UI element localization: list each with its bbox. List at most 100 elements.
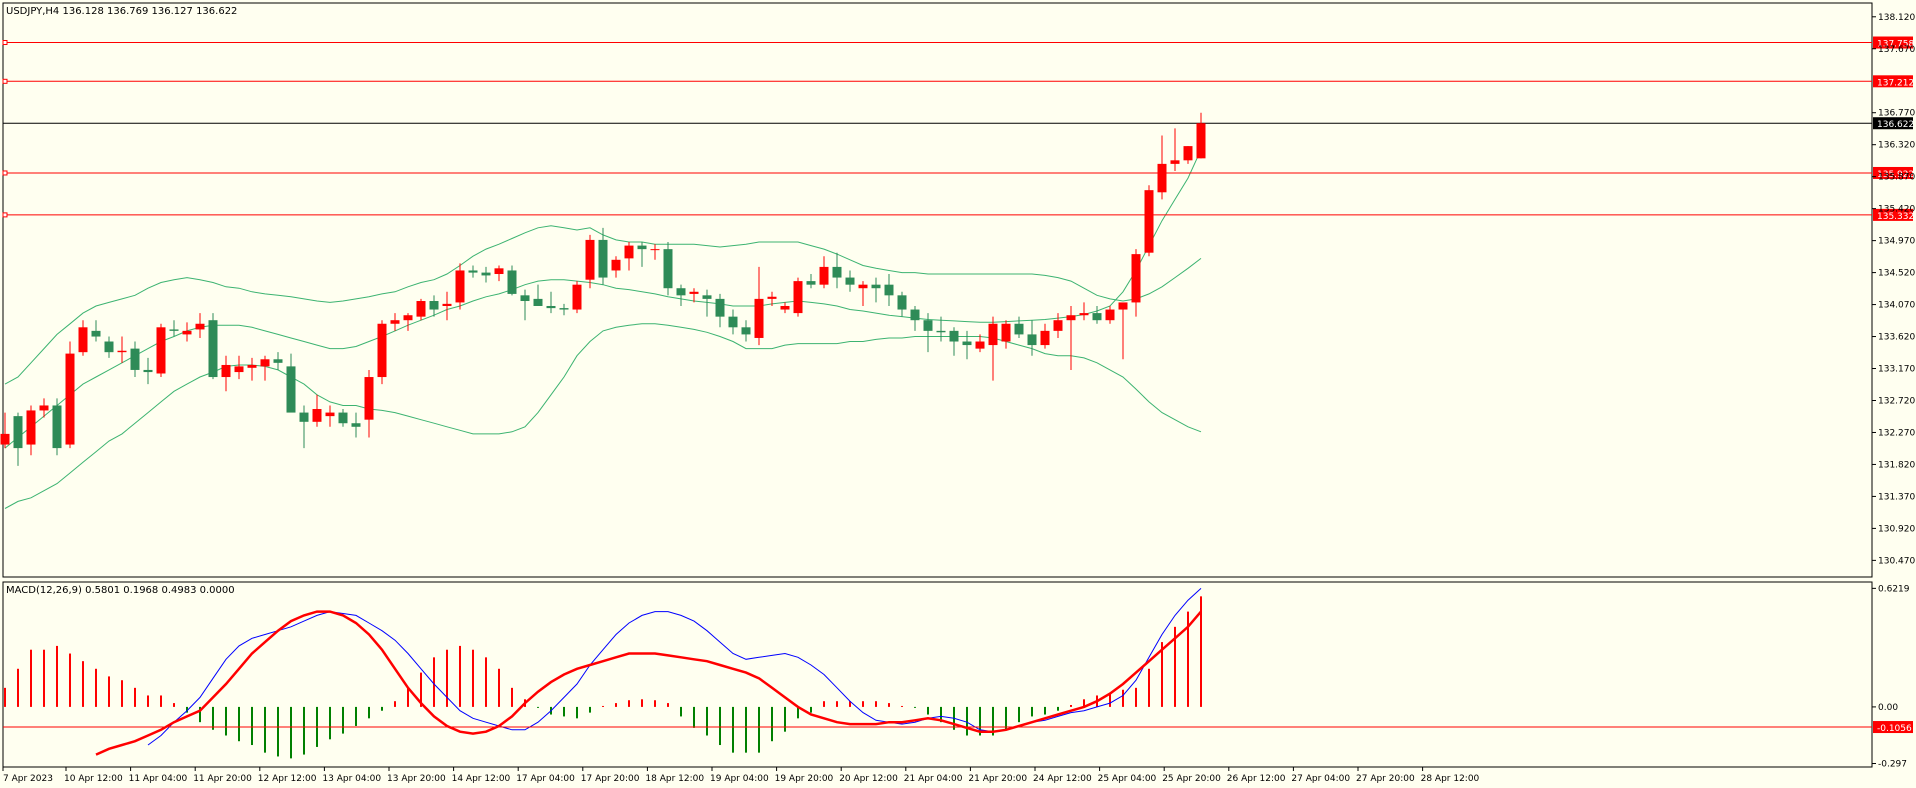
price-axis: 138.120 137.670 136.770 136.320 135.870 135.4…: [1872, 13, 1915, 566]
level-price-label: 135.922: [1877, 170, 1914, 180]
candle-bear: [897, 295, 907, 310]
time-tick-label: 10 Apr 12:00: [64, 774, 123, 784]
time-tick-label: 24 Apr 12:00: [1033, 774, 1092, 784]
candle-bear: [130, 348, 140, 370]
candle-bear: [429, 301, 439, 310]
time-tick-label: 21 Apr 04:00: [904, 774, 963, 784]
candle-bull: [403, 315, 413, 321]
candle-bull: [793, 281, 803, 314]
candle-bull: [494, 268, 504, 275]
candle-bull: [260, 359, 270, 367]
macd-tick-label: 0.00: [1878, 703, 1898, 713]
macd-indicator: -0.1056 0.6219 0.00 -0.297: [3, 584, 1913, 770]
candle-bull: [767, 296, 777, 299]
candle-bear: [1027, 334, 1037, 346]
candle-bull: [572, 284, 582, 310]
candle-bear: [845, 277, 855, 285]
candle-bear: [91, 330, 101, 337]
candle-bull: [1040, 330, 1050, 346]
candle-bear: [52, 405, 62, 449]
candle-bull: [390, 320, 400, 324]
horizontal-levels[interactable]: 137.758 137.212 135.922 135.332 136.622: [2, 36, 1914, 222]
price-tick-label: 135.420: [1878, 205, 1915, 215]
candle-bull: [195, 323, 205, 330]
candle-bear: [741, 327, 751, 335]
time-tick-label: 19 Apr 20:00: [775, 774, 834, 784]
time-tick-label: 19 Apr 04:00: [710, 774, 769, 784]
candle-bear: [936, 330, 946, 333]
candle-bear: [663, 249, 673, 289]
candle-bull: [234, 366, 244, 373]
candle-bear: [715, 298, 725, 317]
candle-bear: [546, 305, 556, 309]
candle-bull: [1131, 254, 1141, 303]
time-tick-label: 17 Apr 04:00: [516, 774, 575, 784]
candle-bear: [702, 295, 712, 299]
candle-bear: [871, 284, 881, 289]
candle-bull: [65, 353, 75, 445]
candle-bull: [1144, 190, 1154, 253]
level-price-tag: [1873, 208, 1913, 221]
candlesticks: [0, 112, 1206, 466]
macd-pane-frame: [2, 581, 1873, 768]
level-price-tag: [1873, 36, 1913, 49]
price-pane-frame: [2, 2, 1873, 578]
candle-bear: [13, 416, 23, 449]
candle-bear: [468, 270, 478, 273]
candle-bear: [208, 320, 218, 378]
candle-bull: [1066, 315, 1076, 321]
candle-bull: [1001, 323, 1011, 342]
candle-bear: [1014, 323, 1024, 335]
price-tick-label: 138.120: [1878, 13, 1915, 23]
candle-bear: [273, 359, 283, 363]
time-tick-label: 17 Apr 20:00: [581, 774, 640, 784]
time-tick-label: 14 Apr 12:00: [452, 774, 511, 784]
candle-bear: [104, 341, 114, 353]
candle-bear: [949, 330, 959, 342]
candle-bull: [312, 409, 322, 422]
candle-bull: [247, 364, 257, 368]
time-tick-label: 7 Apr 2023: [3, 774, 53, 784]
time-tick-label: 26 Apr 12:00: [1227, 774, 1286, 784]
candle-bull: [221, 364, 231, 378]
time-tick-label: 27 Apr 20:00: [1356, 774, 1415, 784]
candle-bull: [650, 249, 660, 251]
candle-bear: [728, 316, 738, 328]
candle-bear: [832, 266, 842, 278]
price-tick-label: 136.320: [1878, 141, 1915, 151]
candle-bull: [455, 270, 465, 303]
level-handle: [2, 212, 8, 218]
candle-bear: [923, 320, 933, 331]
macd-label: MACD(12,26,9) 0.5801 0.1968 0.4983 0.000…: [6, 585, 235, 596]
candle-bull: [1170, 160, 1180, 164]
level-price-label: 137.758: [1877, 40, 1914, 50]
price-tick-label: 132.270: [1878, 428, 1915, 438]
candle-bull: [819, 266, 829, 285]
candle-bear: [169, 329, 179, 331]
candle-bear: [598, 239, 608, 278]
time-tick-label: 25 Apr 20:00: [1162, 774, 1221, 784]
macd-tick-label: -0.297: [1878, 760, 1907, 770]
price-tick-label: 135.870: [1878, 173, 1915, 183]
time-tick-label: 28 Apr 12:00: [1421, 774, 1480, 784]
candle-bear: [637, 245, 647, 250]
candle-bull: [1196, 123, 1206, 159]
candle-bull: [39, 405, 49, 411]
candle-bull: [0, 433, 10, 445]
time-tick-label: 11 Apr 04:00: [129, 774, 188, 784]
level-price-tag: [1873, 166, 1913, 179]
macd-level-label: -0.1056: [1877, 724, 1912, 734]
price-tick-label: 133.170: [1878, 365, 1915, 375]
candle-bull: [1118, 302, 1128, 310]
current-price-tag: [1873, 117, 1913, 130]
candle-bear: [520, 295, 530, 302]
price-tick-label: 137.670: [1878, 45, 1915, 55]
current-price-label: 136.622: [1877, 120, 1914, 130]
candle-bull: [1183, 146, 1193, 161]
price-tick-label: 134.070: [1878, 301, 1915, 311]
candle-bear: [481, 272, 491, 276]
price-tick-label: 132.720: [1878, 396, 1915, 406]
candle-bull: [182, 330, 192, 335]
time-tick-label: 20 Apr 12:00: [839, 774, 898, 784]
